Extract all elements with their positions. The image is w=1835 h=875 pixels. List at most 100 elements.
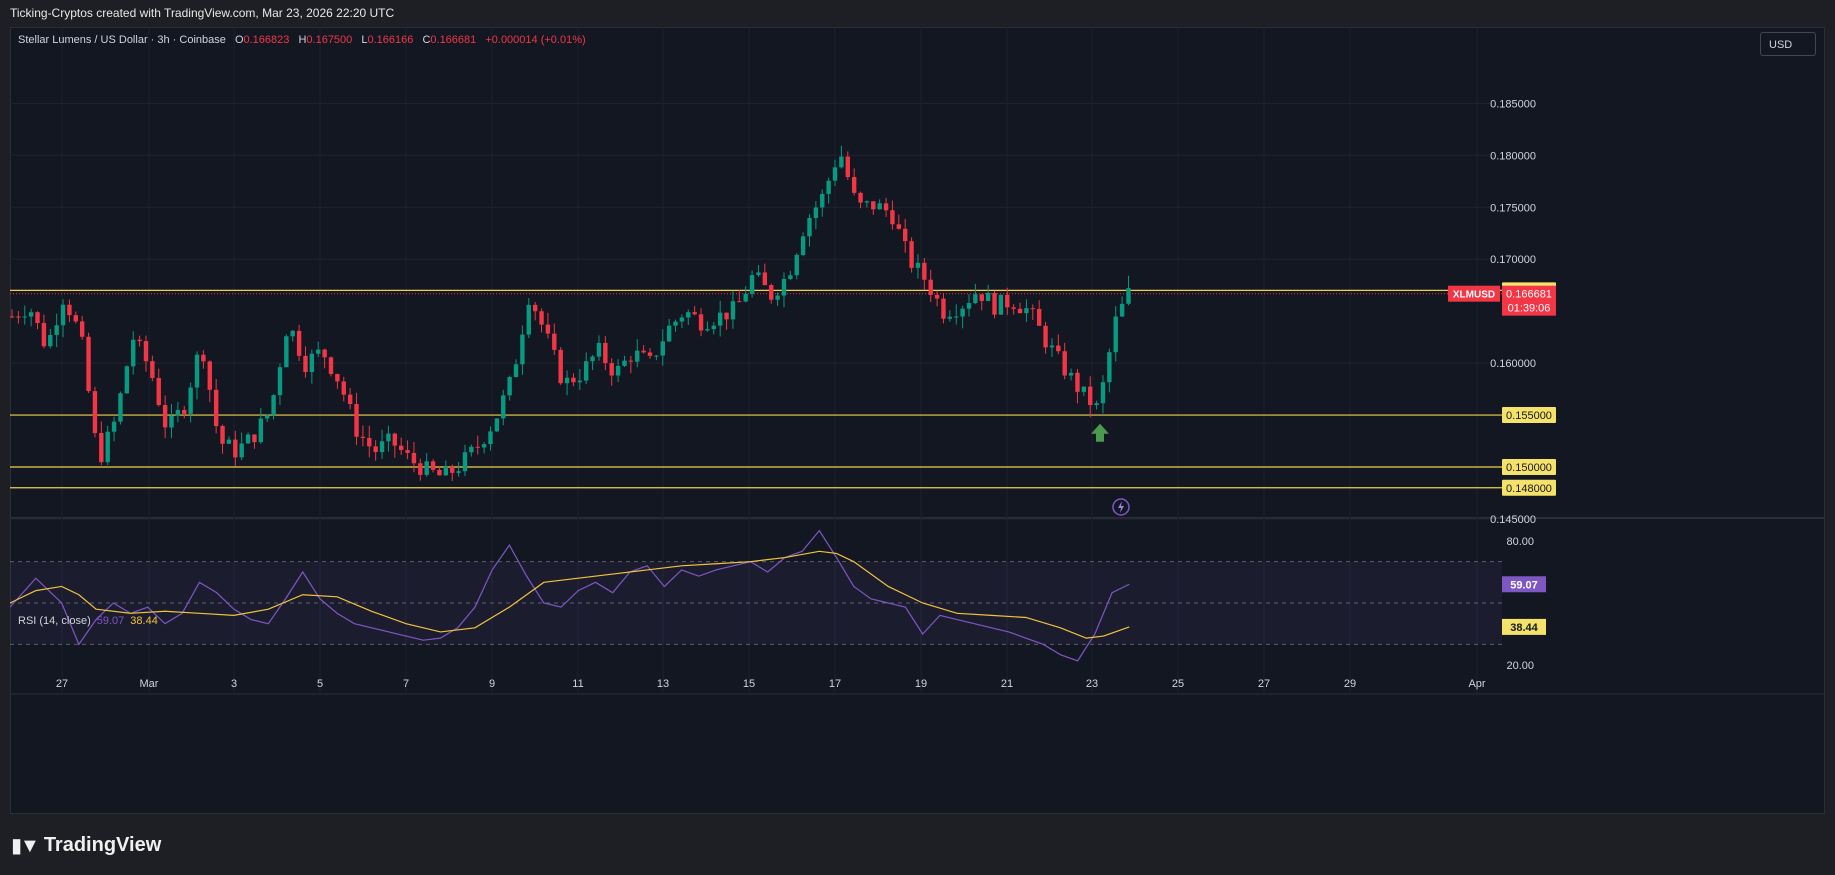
- candle-body: [303, 355, 308, 373]
- rsi-ma-value: 38.44: [130, 615, 158, 627]
- time-tick-label: 7: [403, 678, 409, 690]
- candle-body: [105, 431, 110, 463]
- candle-body: [864, 201, 870, 203]
- candle-body: [979, 294, 984, 301]
- candle-body: [233, 439, 238, 458]
- candle-body: [998, 294, 1004, 315]
- candle-body: [1100, 382, 1106, 404]
- candle-body: [922, 262, 927, 280]
- candle-body: [717, 312, 723, 326]
- candle-body: [469, 446, 474, 453]
- candle-body: [794, 254, 799, 276]
- time-tick-label: 21: [1001, 678, 1013, 690]
- candle-body: [226, 439, 232, 444]
- candle-body: [654, 355, 659, 357]
- candle-body: [284, 336, 289, 368]
- time-tick-label: Mar: [140, 678, 159, 690]
- time-tick-label: 17: [829, 678, 841, 690]
- candle-body: [1056, 345, 1061, 352]
- candle-body: [99, 433, 104, 463]
- candle-body: [928, 279, 933, 295]
- up-arrow-icon: [1091, 423, 1109, 442]
- candle-body: [252, 434, 257, 443]
- candle-body: [1049, 345, 1055, 348]
- tradingview-logo[interactable]: ▮▼ TradingView: [11, 833, 161, 858]
- candle-body: [526, 304, 531, 335]
- candle-body: [437, 469, 442, 476]
- time-tick-label: Apr: [1468, 678, 1485, 690]
- candle-body: [265, 415, 270, 419]
- candle-body: [781, 278, 787, 296]
- candle-body: [443, 466, 449, 476]
- candle-body: [379, 441, 385, 453]
- candle-body: [692, 312, 697, 315]
- candle-body: [705, 329, 710, 331]
- candle-body: [622, 360, 627, 366]
- candle-body: [769, 285, 774, 300]
- candle-body: [686, 312, 691, 318]
- candle-body: [985, 292, 991, 301]
- symbol-legend: Stellar Lumens / US Dollar · 3h · Coinba…: [18, 34, 586, 46]
- close-label: C: [422, 34, 431, 46]
- candle-body: [290, 330, 295, 337]
- candle-body: [609, 363, 614, 376]
- rsi-ma-tag: [1502, 618, 1546, 635]
- time-tick-label: 29: [1344, 678, 1356, 690]
- candle-body: [35, 312, 40, 323]
- candle-body: [392, 433, 397, 446]
- rsi-current-value: 59.07: [96, 615, 125, 627]
- candle-body: [552, 333, 557, 350]
- candle-body: [934, 294, 940, 299]
- candle-body: [335, 374, 340, 382]
- candle-body: [584, 361, 589, 381]
- candle-body: [890, 210, 895, 225]
- candle-body: [118, 393, 123, 422]
- candle-body: [832, 167, 838, 181]
- candle-body: [743, 293, 748, 302]
- candle-body: [545, 324, 551, 334]
- candle-body: [143, 341, 149, 362]
- countdown-label: 01:39:06: [1508, 303, 1551, 315]
- candle-body: [960, 308, 965, 317]
- rsi-value-tag-label: 59.07: [1510, 579, 1538, 591]
- candle-body: [941, 298, 946, 319]
- candle-body: [405, 450, 410, 453]
- level-price-label: 0.155000: [1506, 410, 1552, 422]
- candle-body: [54, 325, 59, 335]
- high-value: 0.167500: [306, 34, 353, 46]
- candle-body: [373, 446, 378, 453]
- time-tick-label: 15: [743, 678, 755, 690]
- candle-body: [188, 387, 193, 414]
- candle-body: [341, 381, 346, 395]
- candle-body: [22, 316, 27, 318]
- currency-button[interactable]: USD: [1760, 32, 1816, 56]
- symbol-tag: [1448, 285, 1500, 302]
- candle-body: [730, 301, 736, 320]
- candle-body: [711, 325, 716, 330]
- candle-body: [1075, 372, 1080, 392]
- candle-body: [903, 228, 908, 242]
- candle-body: [150, 361, 155, 378]
- candle-body: [277, 367, 283, 396]
- chart-canvas[interactable]: 0.1670000.1550000.1500000.148000XLMUSD0.…: [10, 27, 1825, 814]
- candle-body: [271, 395, 276, 416]
- low-value: 0.166166: [367, 34, 414, 46]
- time-tick-label: 27: [1258, 678, 1270, 690]
- candle-body: [354, 403, 359, 437]
- candle-body: [328, 357, 334, 375]
- lightning-bolt-icon: [1118, 501, 1124, 513]
- time-tick-label: 9: [489, 678, 495, 690]
- candle-body: [615, 365, 621, 376]
- candle-body: [724, 312, 729, 320]
- candle-body: [1011, 307, 1016, 309]
- candle-body: [475, 446, 480, 448]
- open-value: 0.166823: [243, 34, 290, 46]
- low-label: L: [361, 34, 368, 46]
- rsi-ma-line: [10, 550, 1130, 639]
- candle-body: [245, 434, 251, 444]
- candle-body: [169, 415, 174, 428]
- candle-body: [807, 217, 812, 237]
- time-tick-label: 5: [317, 678, 323, 690]
- candle-body: [67, 304, 72, 316]
- candle-body: [641, 350, 646, 353]
